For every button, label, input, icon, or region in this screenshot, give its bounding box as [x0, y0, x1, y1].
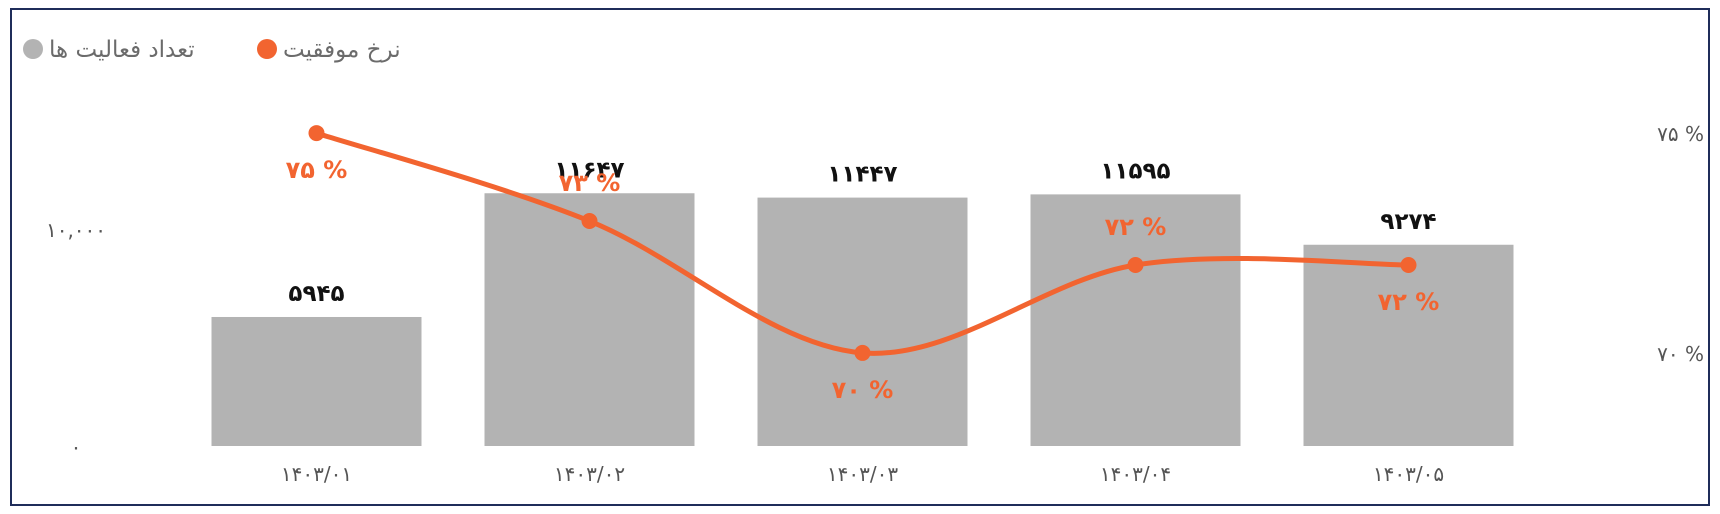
- legend-label-success-rate: نرخ موفقیت: [283, 37, 401, 63]
- bar-value-label: ۱۱۵۹۵: [1100, 158, 1170, 184]
- line-value-label: ۷۳ %: [559, 169, 621, 197]
- left-axis-tick-label: ۰: [71, 435, 82, 459]
- bar-4[interactable]: [1030, 194, 1241, 446]
- line-value-label: ۷۲ %: [1378, 288, 1440, 316]
- legend-label-activities: تعداد فعالیت ها: [49, 37, 195, 63]
- bar-1[interactable]: [211, 316, 422, 446]
- legend-marker-activities: [23, 39, 43, 59]
- bar-3[interactable]: [757, 197, 968, 446]
- x-tick-label: ۱۴۰۳/۰۱: [281, 462, 352, 486]
- bar-value-label: ۵۹۴۵: [288, 281, 344, 307]
- x-tick-label: ۱۴۰۳/۰۵: [1373, 462, 1444, 486]
- bar-2[interactable]: [484, 193, 695, 446]
- bar-value-label: ۹۲۷۴: [1380, 209, 1436, 235]
- x-tick-label: ۱۴۰۳/۰۳: [827, 462, 898, 486]
- bar-5[interactable]: [1303, 244, 1514, 446]
- line-value-label: ۷۲ %: [1105, 213, 1167, 241]
- line-point-5[interactable]: [1400, 256, 1417, 273]
- legend-marker-success-rate: [257, 39, 277, 59]
- right-axis-tick-label: ۷۵ %: [1657, 122, 1704, 146]
- line-point-3[interactable]: [854, 344, 871, 361]
- left-axis-tick-label: ۱۰,۰۰۰: [46, 218, 106, 242]
- right-axis-tick-label: ۷۰ %: [1657, 342, 1704, 366]
- x-tick-label: ۱۴۰۳/۰۲: [554, 462, 625, 486]
- bar-value-label: ۱۱۴۴۷: [827, 162, 897, 188]
- line-point-4[interactable]: [1127, 256, 1144, 273]
- bar-value-label: ۱۱۶۴۷: [554, 157, 624, 183]
- line-point-2[interactable]: [581, 213, 598, 230]
- line-value-label: ۷۵ %: [286, 156, 348, 184]
- line-value-label: ۷۰ %: [832, 376, 894, 404]
- x-tick-label: ۱۴۰۳/۰۴: [1100, 462, 1171, 486]
- line-point-1[interactable]: [308, 125, 325, 142]
